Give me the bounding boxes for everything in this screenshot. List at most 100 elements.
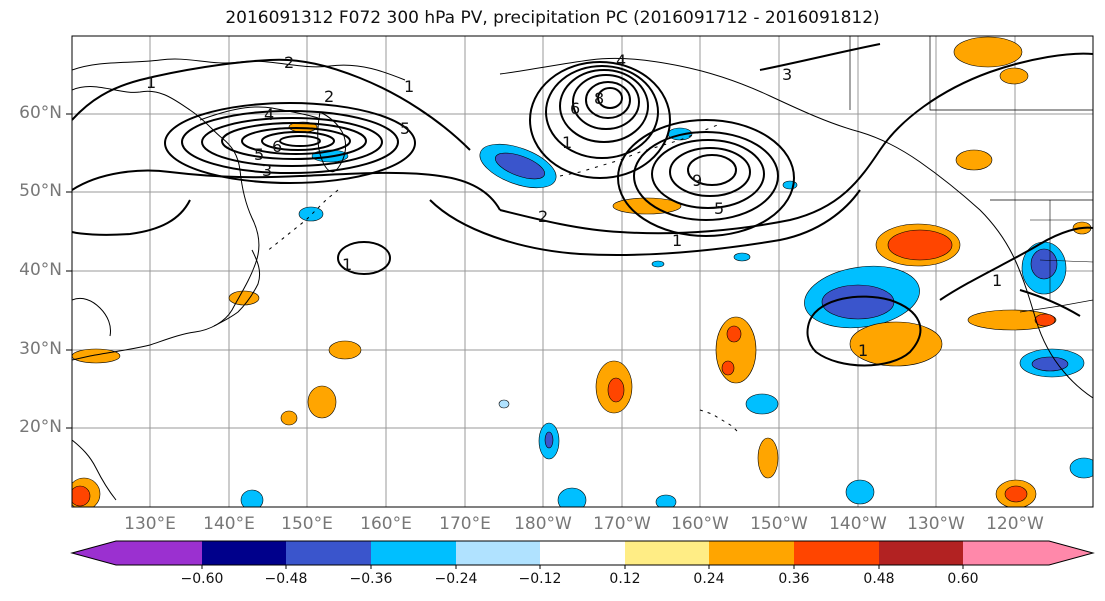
pv-contour bbox=[241, 127, 351, 155]
contour-label: 9 bbox=[692, 171, 702, 190]
pv-contour bbox=[617, 119, 795, 237]
pv-contour bbox=[633, 131, 779, 221]
contour-label: 4 bbox=[616, 51, 626, 70]
pv-contour bbox=[559, 69, 649, 143]
lon-label: 150°W bbox=[750, 514, 808, 534]
colorbar-tick-label: 0.60 bbox=[947, 571, 979, 587]
pv-contour bbox=[221, 122, 367, 160]
pv-contour bbox=[72, 58, 471, 151]
precip-patch-pos-core bbox=[1004, 485, 1028, 503]
colorbar-segment bbox=[286, 541, 371, 565]
precip-patch-pos-core bbox=[887, 229, 953, 261]
precip-patch-neg-core bbox=[495, 152, 545, 180]
coastline-china bbox=[72, 297, 111, 337]
contour-label: 1 bbox=[146, 73, 156, 92]
precip-patch-neg bbox=[298, 206, 324, 222]
precip-patch-pos bbox=[612, 197, 682, 215]
contour-labels: 1 2 1 2 4 6 5 3 5 4 6 8 1 9 5 2 1 3 1 1 … bbox=[146, 51, 1002, 360]
precip-patch-pos bbox=[849, 321, 943, 367]
contour-label: 4 bbox=[264, 105, 274, 124]
precip-patch-pos-core bbox=[72, 485, 91, 507]
coastline-islands-sw bbox=[72, 439, 117, 501]
precip-patch-pos bbox=[999, 67, 1029, 85]
lat-label: 40°N bbox=[19, 260, 62, 280]
kuril-islands bbox=[265, 189, 339, 253]
pv-contour bbox=[545, 65, 659, 159]
coastline-asia bbox=[72, 86, 260, 361]
coastline-japan bbox=[213, 249, 261, 327]
colorbar-tick-label: −0.24 bbox=[434, 571, 478, 587]
contour-label: 2 bbox=[284, 53, 294, 72]
precip-patch-pos bbox=[757, 437, 779, 479]
colorbar-segment bbox=[794, 541, 879, 565]
contour-label: 1 bbox=[672, 231, 682, 250]
lon-label: 130°E bbox=[124, 514, 176, 534]
contour-label: 5 bbox=[400, 119, 410, 138]
contour-label: 1 bbox=[342, 255, 352, 274]
pv-contour bbox=[279, 135, 321, 147]
colorbar-tick-label: −0.48 bbox=[264, 571, 308, 587]
contour-label: 3 bbox=[782, 65, 792, 84]
contour-label: 6 bbox=[570, 99, 580, 118]
colorbar-segment bbox=[202, 541, 286, 565]
lat-label: 20°N bbox=[19, 417, 62, 437]
border-provinces bbox=[929, 36, 1093, 111]
lon-label: 170°E bbox=[439, 514, 491, 534]
lon-label: 140°E bbox=[203, 514, 255, 534]
precip-patch-pos bbox=[228, 290, 260, 306]
border-states bbox=[1030, 200, 1093, 300]
precip-patch-neg bbox=[498, 399, 510, 409]
precip-patch-pos bbox=[307, 385, 337, 419]
colorbar-tick-label: −0.12 bbox=[518, 571, 562, 587]
gridlines bbox=[72, 36, 1093, 507]
pv-contour bbox=[429, 189, 861, 257]
colorbar-extend-high bbox=[1049, 541, 1093, 565]
lon-label: 130°W bbox=[907, 514, 965, 534]
contour-label: 8 bbox=[594, 89, 604, 108]
colorbar-extend-low bbox=[72, 541, 116, 565]
pv-contours bbox=[72, 43, 1093, 367]
coastline-okhotsk bbox=[199, 106, 319, 121]
pv-contour bbox=[1019, 289, 1081, 317]
colorbar-tick-label: 0.36 bbox=[778, 571, 810, 587]
precip-patch-pos-core bbox=[1034, 313, 1056, 327]
lon-label: 180°W bbox=[514, 514, 572, 534]
pv-contour bbox=[939, 226, 1093, 301]
lat-ticks bbox=[66, 113, 72, 429]
precip-patch-pos-core bbox=[726, 325, 742, 343]
colorbar-tick-label: 0.12 bbox=[609, 571, 641, 587]
colorbar-outline bbox=[70, 540, 1095, 566]
pv-contour bbox=[72, 199, 191, 236]
lon-label: 170°W bbox=[593, 514, 651, 534]
lon-label: 160°W bbox=[671, 514, 729, 534]
pv-contour bbox=[806, 295, 922, 367]
contour-label: 6 bbox=[272, 137, 282, 156]
pv-contour bbox=[669, 147, 751, 197]
coastlines bbox=[72, 36, 1093, 501]
pv-contour bbox=[687, 154, 737, 186]
pv-contour bbox=[529, 61, 671, 179]
contour-label: 3 bbox=[262, 161, 272, 180]
contour-label: 1 bbox=[992, 271, 1002, 290]
lat-label: 60°N bbox=[19, 103, 62, 123]
colorbar-tick-label: −0.60 bbox=[180, 571, 224, 587]
precip-patch-neg bbox=[782, 180, 798, 190]
colorbar-segment bbox=[963, 541, 1049, 565]
pv-contour bbox=[201, 117, 383, 167]
lat-label: 30°N bbox=[19, 339, 62, 359]
precip-patch-neg bbox=[240, 489, 264, 507]
colorbar-segment bbox=[456, 541, 540, 565]
colorbar-segment bbox=[116, 541, 202, 565]
pv-contour bbox=[759, 43, 881, 71]
precip-patch-pos-core bbox=[721, 360, 735, 376]
hawaii-islands bbox=[699, 409, 741, 435]
lat-label: 50°N bbox=[19, 181, 62, 201]
precip-patch-pos bbox=[72, 348, 121, 364]
colorbar-segment bbox=[879, 541, 963, 565]
contour-label: 1 bbox=[562, 133, 572, 152]
contour-label: 5 bbox=[254, 145, 264, 164]
precip-patch-pos bbox=[953, 36, 1023, 68]
precip-patch-pos bbox=[328, 340, 362, 360]
pv-contour bbox=[72, 169, 501, 211]
pv-contour bbox=[181, 110, 399, 174]
